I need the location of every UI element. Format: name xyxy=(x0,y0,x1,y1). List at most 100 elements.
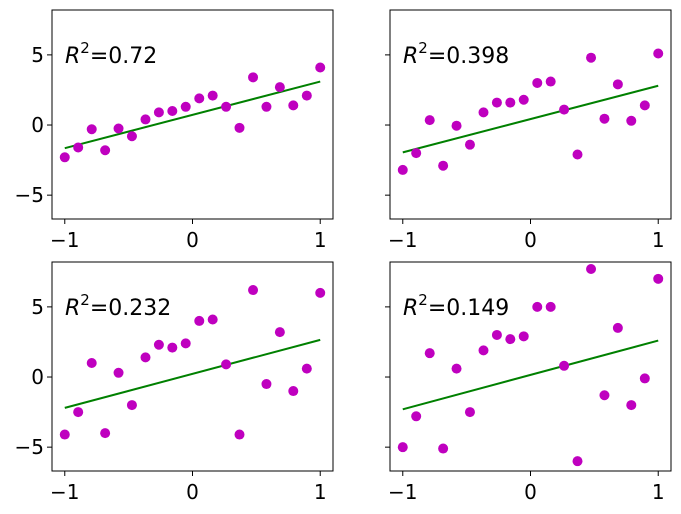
x-tick-label: 0 xyxy=(524,480,537,504)
r-value: =0.232 xyxy=(90,296,171,321)
data-point xyxy=(113,123,124,134)
data-point xyxy=(261,101,272,112)
data-point xyxy=(411,411,422,422)
data-point xyxy=(612,322,623,333)
data-point xyxy=(559,360,570,371)
data-point xyxy=(180,338,191,349)
data-point xyxy=(288,386,299,397)
x-tick-label: −1 xyxy=(388,480,417,504)
x-tick-label: −1 xyxy=(50,228,79,252)
data-point xyxy=(451,363,462,374)
data-point xyxy=(411,148,422,159)
data-point xyxy=(464,139,475,150)
data-point xyxy=(221,101,232,112)
y-tick-label: 5 xyxy=(31,295,44,319)
data-point xyxy=(248,285,259,296)
data-point xyxy=(572,149,583,160)
data-point xyxy=(478,345,489,356)
data-point xyxy=(518,94,529,105)
data-point xyxy=(113,367,124,378)
data-point xyxy=(424,115,435,126)
data-point xyxy=(261,379,272,390)
data-point xyxy=(532,301,543,312)
axes-frame xyxy=(389,9,672,220)
r-symbol: R xyxy=(65,44,80,69)
data-point xyxy=(559,104,570,115)
r-exponent: 2 xyxy=(418,291,428,309)
data-point xyxy=(180,101,191,112)
x-tick-label: 1 xyxy=(652,480,665,504)
data-point xyxy=(59,429,70,440)
data-point xyxy=(518,331,529,342)
x-tick-label: 0 xyxy=(186,228,199,252)
subplot-4: −1 0 1 R2=0.149 xyxy=(385,261,672,504)
data-point xyxy=(234,429,245,440)
data-point xyxy=(478,107,489,118)
r-exponent: 2 xyxy=(80,39,90,57)
r-symbol: R xyxy=(403,296,418,321)
data-point xyxy=(221,359,232,370)
data-point xyxy=(274,327,285,338)
data-point xyxy=(59,152,70,163)
data-point xyxy=(315,62,326,73)
data-point xyxy=(153,339,164,350)
x-tick-label: 1 xyxy=(314,480,327,504)
data-point xyxy=(599,113,610,124)
r-value: =0.149 xyxy=(428,296,509,321)
data-point xyxy=(194,315,205,326)
r-exponent: 2 xyxy=(418,39,428,57)
data-point xyxy=(73,407,84,418)
fit-line xyxy=(402,339,659,411)
data-point xyxy=(207,90,218,101)
data-point xyxy=(545,301,556,312)
data-point xyxy=(301,363,312,374)
data-point xyxy=(397,442,408,453)
r-squared-annotation: R2=0.398 xyxy=(403,39,509,69)
x-tick-label: 1 xyxy=(314,228,327,252)
y-tick-label: 0 xyxy=(31,113,44,137)
r-squared-annotation: R2=0.232 xyxy=(65,291,171,321)
data-point xyxy=(397,164,408,175)
data-point xyxy=(126,400,137,411)
r-exponent: 2 xyxy=(80,291,90,309)
y-tick-label: 0 xyxy=(31,365,44,389)
y-tick-label: 5 xyxy=(31,43,44,67)
x-tick-label: 0 xyxy=(186,480,199,504)
y-tick-label: −5 xyxy=(15,183,44,207)
data-point xyxy=(86,357,97,368)
data-point xyxy=(73,142,84,153)
data-point xyxy=(653,48,664,59)
data-point xyxy=(599,390,610,401)
fit-line xyxy=(402,84,659,154)
data-point xyxy=(86,124,97,135)
r-value: =0.398 xyxy=(428,44,509,69)
data-point xyxy=(639,100,650,111)
fit-line xyxy=(64,80,321,150)
data-point xyxy=(505,334,516,345)
data-point xyxy=(438,160,449,171)
data-point xyxy=(274,82,285,93)
axes-frame xyxy=(389,261,672,472)
fit-line xyxy=(64,338,321,409)
x-tick-label: 1 xyxy=(652,228,665,252)
y-tick-label: −5 xyxy=(15,435,44,459)
data-point xyxy=(491,97,502,108)
data-point xyxy=(315,287,326,298)
subplot-1: −1 0 1−505 R2=0.72 xyxy=(15,9,334,252)
data-point xyxy=(207,314,218,325)
data-point xyxy=(505,97,516,108)
subplot-2: −1 0 1 R2=0.398 xyxy=(385,9,672,252)
data-point xyxy=(626,400,637,411)
data-point xyxy=(586,264,597,275)
data-point xyxy=(545,76,556,87)
data-point xyxy=(194,93,205,104)
data-point xyxy=(572,456,583,467)
data-point xyxy=(653,273,664,284)
data-point xyxy=(612,79,623,90)
x-tick-label: 0 xyxy=(524,228,537,252)
data-point xyxy=(234,122,245,133)
r-symbol: R xyxy=(403,44,418,69)
data-point xyxy=(100,145,111,156)
data-point xyxy=(140,352,151,363)
